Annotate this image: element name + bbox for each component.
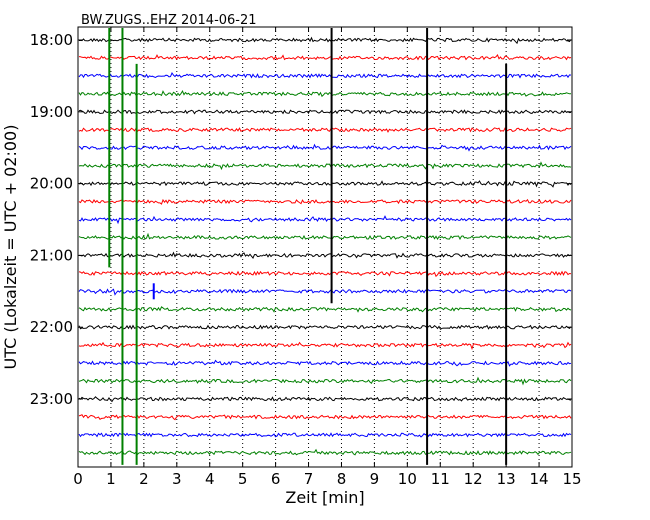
x-tick-label: 3 — [172, 470, 182, 488]
y-tick-label: 20:00 — [30, 175, 73, 193]
trace-line — [78, 127, 572, 133]
trace-line — [78, 71, 572, 79]
trace-line — [78, 161, 572, 171]
trace-line — [78, 251, 572, 259]
x-tick-label: 5 — [238, 470, 248, 488]
x-tick-label: 9 — [370, 470, 380, 488]
trace-line — [78, 54, 572, 61]
x-tick-label: 1 — [106, 470, 116, 488]
trace-line — [78, 143, 572, 152]
x-tick-label: 0 — [73, 470, 83, 488]
x-tick-label: 12 — [464, 470, 483, 488]
trace-line — [78, 341, 572, 351]
trace-line — [78, 396, 572, 403]
y-tick-label: 22:00 — [30, 318, 73, 336]
trace-line — [78, 324, 572, 331]
trace-line — [78, 90, 571, 98]
trace-line — [78, 448, 572, 456]
y-axis-label: UTC (Lokalzeit = UTC + 02:00) — [1, 125, 20, 370]
y-axis-ticks: 18:00 19:00 20:00 21:00 22:00 23:00 — [30, 31, 572, 408]
x-tick-label: 8 — [337, 470, 347, 488]
trace-line — [78, 376, 572, 386]
trace-line — [78, 306, 572, 313]
x-tick-label: 14 — [530, 470, 549, 488]
trace-layer — [78, 36, 572, 456]
trace-line — [78, 109, 572, 115]
x-tick-label: 15 — [562, 470, 581, 488]
trace-line — [78, 232, 572, 241]
trace-line — [78, 288, 572, 296]
x-tick-label: 10 — [398, 470, 417, 488]
x-tick-label: 2 — [139, 470, 149, 488]
y-tick-label: 19:00 — [30, 103, 73, 121]
trace-line — [78, 432, 572, 438]
trace-line — [78, 215, 572, 225]
chart-title: BW.ZUGS..EHZ 2014-06-21 — [81, 13, 257, 28]
trace-line — [78, 270, 572, 278]
y-tick-label: 18:00 — [30, 31, 73, 49]
x-axis-ticks: 0 1 2 3 4 5 6 7 8 9 10 11 12 13 14 15 — [73, 27, 582, 488]
trace-line — [78, 414, 572, 421]
spike-layer — [108, 28, 508, 465]
x-tick-label: 6 — [271, 470, 281, 488]
trace-line — [78, 359, 572, 367]
plot-frame — [77, 26, 573, 468]
x-tick-label: 4 — [205, 470, 215, 488]
x-tick-label: 13 — [497, 470, 516, 488]
x-tick-label: 7 — [304, 470, 314, 488]
x-axis-label: Zeit [min] — [285, 488, 364, 507]
trace-line — [78, 180, 572, 188]
y-tick-label: 23:00 — [30, 390, 73, 408]
trace-line — [78, 36, 572, 45]
y-tick-label: 21:00 — [30, 246, 73, 264]
x-tick-label: 11 — [431, 470, 450, 488]
trace-line — [78, 198, 572, 205]
